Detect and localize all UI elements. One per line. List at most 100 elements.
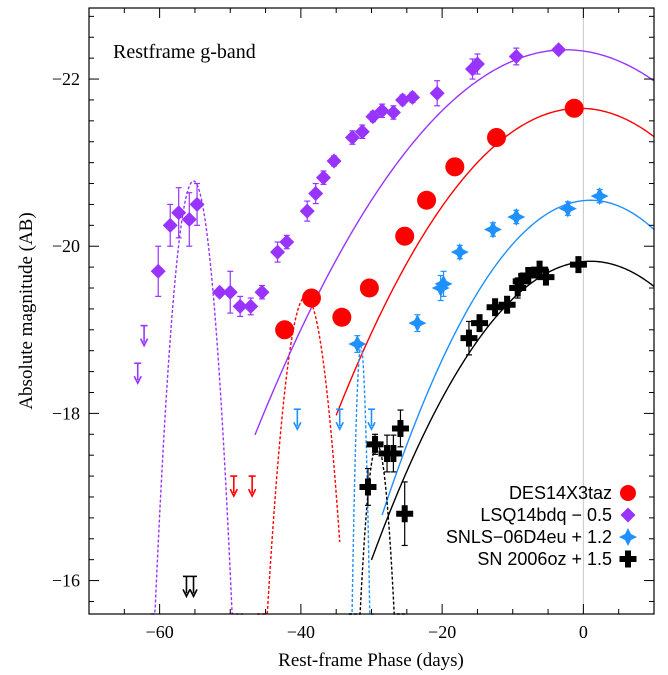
- data-point: [299, 203, 315, 219]
- upper-limit-arrow: [367, 408, 376, 432]
- y-tick-label: −20: [52, 236, 80, 256]
- data-point: [460, 329, 478, 347]
- data-point: [569, 256, 587, 274]
- data-point: [366, 435, 384, 453]
- data-point: [254, 284, 270, 300]
- data-point: [498, 296, 516, 314]
- data-point: [590, 187, 609, 206]
- x-axis-label: Rest-frame Phase (days): [278, 650, 464, 671]
- data-point: [558, 199, 577, 218]
- legend-label: DES14X3taz: [509, 483, 612, 503]
- data-point: [384, 445, 402, 463]
- data-point: [531, 261, 549, 279]
- data-point: [243, 298, 259, 314]
- data-point: [279, 234, 295, 250]
- data-point: [512, 272, 530, 290]
- data-point: [408, 314, 427, 333]
- upper-limit-head: [139, 338, 149, 348]
- data-point: [385, 104, 401, 120]
- data-point: [301, 288, 321, 308]
- data-point: [171, 205, 187, 221]
- y-tick-label: −18: [52, 403, 80, 423]
- data-point: [483, 220, 502, 239]
- chart-title: Restframe g-band: [113, 41, 256, 63]
- data-point: [391, 419, 409, 437]
- data-point: [395, 226, 415, 246]
- data-point: [551, 42, 567, 58]
- data-point: [189, 196, 205, 212]
- upper-limit-arrow: [335, 408, 344, 432]
- data-points: [150, 42, 609, 547]
- fit-curve-sn: [370, 260, 655, 561]
- data-point: [429, 85, 445, 101]
- series-snls06d4eu: [348, 187, 609, 354]
- data-point: [150, 263, 166, 279]
- data-point: [275, 320, 295, 340]
- data-point: [374, 103, 390, 119]
- data-point: [232, 298, 248, 314]
- data-point: [564, 98, 584, 118]
- data-point: [507, 207, 526, 226]
- data-point: [326, 153, 342, 169]
- y-axis-label: Absolute magnitude (AB): [16, 212, 37, 409]
- data-point: [359, 478, 377, 496]
- data-point: [270, 244, 286, 260]
- y-tick-label: −22: [52, 69, 80, 89]
- legend-marker: [620, 485, 636, 501]
- data-point: [315, 170, 331, 186]
- data-point: [354, 124, 370, 140]
- upper-limit-arrow: [133, 362, 142, 386]
- data-point: [509, 279, 527, 297]
- plot-background: [89, 8, 654, 614]
- y-tick-label: −16: [52, 571, 80, 591]
- data-point: [348, 335, 367, 354]
- upper-limit-head: [182, 589, 191, 599]
- upper-limit-arrow: [247, 475, 257, 498]
- legend-label: SNLS−06D4eu + 1.2: [446, 527, 612, 547]
- fit-curve-dashed-snls06d4eu: [348, 345, 375, 615]
- upper-limit-arrow: [139, 324, 149, 348]
- upper-limit-arrow: [182, 575, 191, 599]
- data-point: [212, 284, 228, 300]
- data-point: [222, 284, 238, 300]
- data-point: [537, 268, 555, 286]
- x-tick-label: −40: [287, 622, 315, 642]
- data-point: [417, 190, 437, 210]
- legend-marker: [620, 507, 636, 523]
- data-point: [471, 314, 489, 332]
- upper-limit-head: [335, 421, 344, 432]
- upper-limit-head: [293, 421, 302, 432]
- upper-limit-arrow: [189, 575, 198, 599]
- data-point: [181, 211, 197, 227]
- fit-curve-dashed-des14x3taz: [257, 295, 341, 615]
- data-point: [469, 56, 485, 72]
- legend-label: SN 2006oz + 1.5: [477, 549, 612, 569]
- data-point: [344, 130, 360, 146]
- data-point: [508, 48, 524, 64]
- upper-limit-head: [367, 421, 376, 432]
- data-point: [308, 186, 324, 202]
- upper-limit-arrow: [293, 408, 302, 432]
- data-point: [431, 279, 450, 298]
- series-sn: [359, 256, 587, 547]
- legend-marker: [619, 550, 637, 568]
- data-point: [445, 157, 465, 177]
- fit-curve-lsq14bdq: [254, 49, 655, 436]
- upper-limit-head: [189, 589, 198, 599]
- upper-limits: [133, 324, 376, 599]
- data-point: [162, 217, 178, 233]
- fit-curve-snls06d4eu: [381, 199, 655, 516]
- data-point: [434, 274, 453, 293]
- axis-ticks: −60 −40 −20 0 −16 −18 −20 −22: [52, 8, 655, 642]
- x-tick-label: −60: [146, 622, 174, 642]
- upper-limit-head: [229, 488, 238, 498]
- data-point: [464, 61, 480, 77]
- data-point: [519, 266, 537, 284]
- data-point: [450, 243, 469, 262]
- upper-limit-head: [133, 375, 142, 386]
- upper-limit-head: [247, 488, 257, 498]
- data-point: [487, 128, 507, 148]
- data-point: [486, 298, 504, 316]
